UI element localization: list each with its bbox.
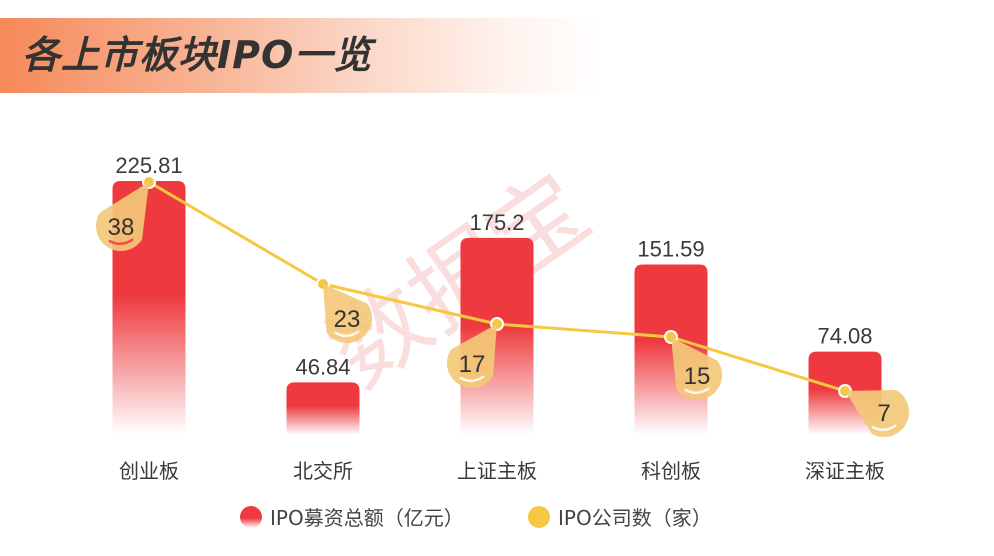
chart-title: 各上市板块IPO一览 [22,33,373,77]
bar [634,264,708,435]
bar [286,382,360,435]
line-series-swatch-icon [528,505,550,528]
line-value-label: 38 [108,214,135,241]
line-value-label: 17 [459,351,486,378]
legend-label-bar: IPO募资总额（亿元） [270,506,464,530]
legend-item-line[interactable]: IPO公司数（家） [528,502,712,531]
x-axis-labels: 创业板 北交所 上证主板 科创板 深证主板 [119,459,885,483]
bar-value-labels: 225.81 46.84 175.2 151.59 74.08 [115,153,872,379]
bar-series-swatch-icon [240,505,262,528]
category-label: 科创板 [641,459,701,483]
line-value-label: 23 [334,306,361,333]
category-label: 深证主板 [805,459,885,483]
legend-item-bar[interactable]: IPO募资总额（亿元） [240,502,464,531]
value-pin: 23 [323,284,373,344]
line-value-label: 15 [684,363,711,390]
value-pin: 17 [446,324,497,389]
title-band [0,18,600,93]
bar-value-label: 46.84 [295,354,350,379]
value-pin: 38 [96,182,149,252]
category-label: 北交所 [293,459,353,483]
category-label: 上证主板 [457,459,537,483]
bar-value-label: 151.59 [637,236,704,261]
bar [460,237,534,435]
value-pin: 15 [671,337,723,401]
legend-label-line: IPO公司数（家） [558,506,712,530]
legend: IPO募资总额（亿元） IPO公司数（家） [0,498,994,530]
bar-value-label: 225.81 [115,153,182,178]
bar-value-label: 74.08 [817,324,872,349]
line-value-label: 7 [877,400,890,427]
bar-value-label: 175.2 [469,210,524,235]
category-label: 创业板 [119,459,179,483]
value-pin: 7 [845,389,910,437]
line-value-pins: 38 23 17 15 7 [96,182,910,437]
